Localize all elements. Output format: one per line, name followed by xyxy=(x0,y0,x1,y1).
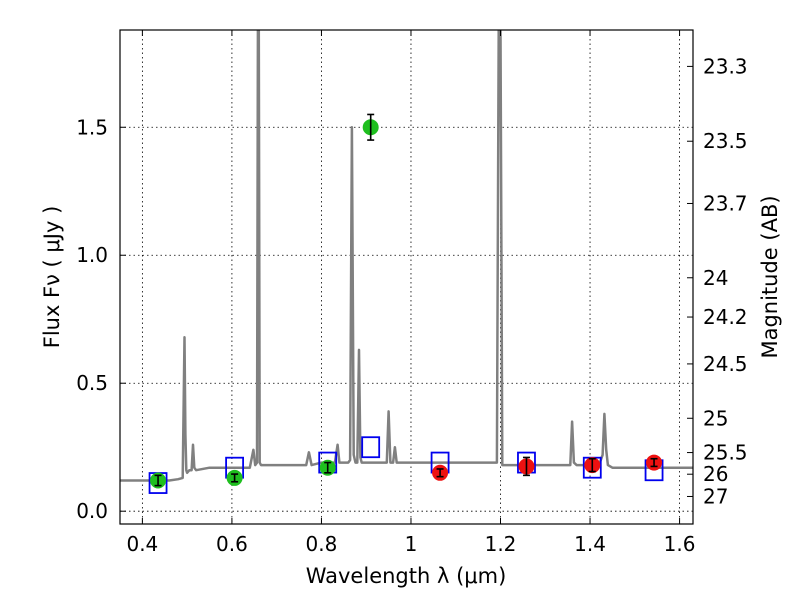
magnitude-tick-label: 25 xyxy=(703,406,728,430)
magnitude-tick-label: 25.5 xyxy=(703,441,748,465)
magnitude-tick-label: 23.5 xyxy=(703,129,748,153)
model-photometry-square xyxy=(361,436,381,459)
y-tick-label: 0.5 xyxy=(76,371,108,395)
magnitude-tick-label: 23.3 xyxy=(703,54,748,78)
plot-frame xyxy=(119,29,694,525)
x-tick-label: 1.6 xyxy=(664,532,696,556)
plot-area xyxy=(120,30,693,494)
x-tick-label: 1.4 xyxy=(574,532,606,556)
magnitude-tick-label: 24.2 xyxy=(703,305,748,329)
magnitude-tick-label: 23.7 xyxy=(703,191,748,215)
magnitude-tick-label: 24.5 xyxy=(703,352,748,376)
magnitude-tick-label: 24 xyxy=(703,266,728,290)
magnitude-tick-label: 27 xyxy=(703,484,728,508)
x-tick-label: 0.4 xyxy=(126,532,158,556)
magnitude-tick-label: 26 xyxy=(703,462,728,486)
x-tick-label: 0.8 xyxy=(306,532,338,556)
y-tick-label: 1.5 xyxy=(76,115,108,139)
y-tick-label: 0.0 xyxy=(76,499,108,523)
model-spectrum-line xyxy=(120,30,693,482)
axis-ticks: 0.4 0.6 0.8 1 1.2 1.4 1.6 0.0 0.5 1.0 1.5 23.3 23.5 2… xyxy=(76,30,748,556)
x-tick-label: 0.6 xyxy=(216,532,248,556)
x-tick-label: 1 xyxy=(405,532,418,556)
y-tick-label: 1.0 xyxy=(76,243,108,267)
x-tick-label: 1.2 xyxy=(485,532,517,556)
y-axis-label: Flux Fν ( μJy ) xyxy=(40,206,64,349)
magnitude-axis-label: Magnitude (AB) xyxy=(758,195,782,358)
x-axis-label: Wavelength λ (μm) xyxy=(306,564,507,588)
